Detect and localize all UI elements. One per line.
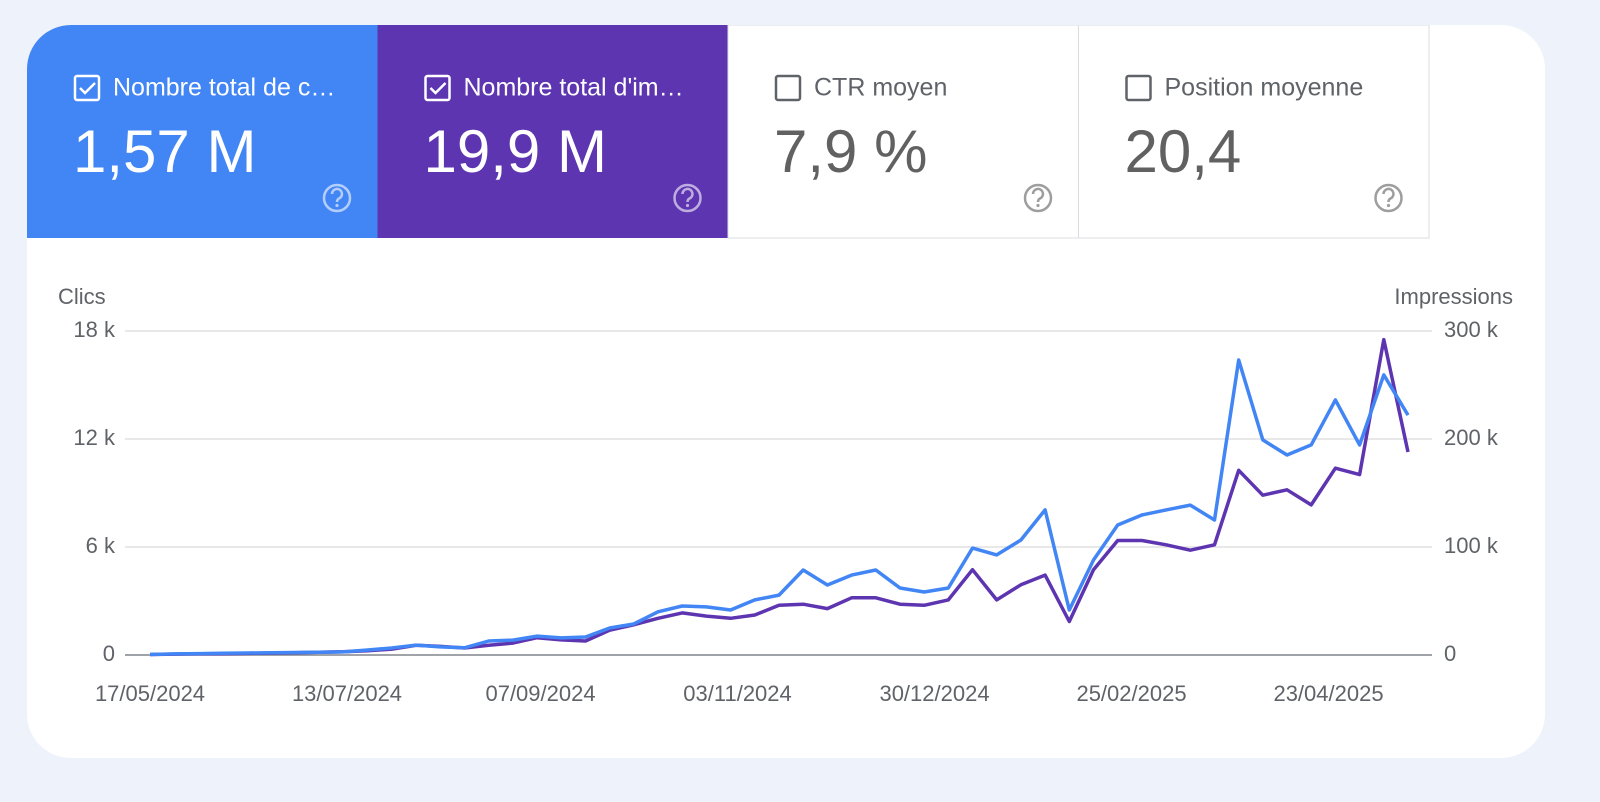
metric-card[interactable]: Nombre total de c… 1,57 M (27, 25, 378, 238)
help-glyph (1382, 187, 1395, 203)
y2-tick-label: 200 k (1444, 425, 1499, 450)
metric-card[interactable]: Nombre total d'im… 19,9 M (377, 25, 729, 238)
card-value: 20,4 (1125, 118, 1242, 185)
help-icon[interactable] (322, 183, 352, 213)
checkbox[interactable] (424, 74, 451, 102)
y2-tick-label: 300 k (1444, 317, 1499, 342)
help-dot (335, 203, 339, 208)
card-value: 19,9 M (424, 118, 607, 185)
card-background (1078, 25, 1430, 239)
x-tick-label: 07/09/2024 (485, 681, 595, 706)
help-glyph (681, 187, 694, 203)
help-icon[interactable] (673, 183, 702, 213)
card-value: 1,57 M (73, 118, 256, 185)
x-tick-label: 13/07/2024 (292, 681, 402, 706)
y-tick-label: 0 (103, 641, 115, 666)
help-glyph (330, 187, 344, 203)
checkbox[interactable] (73, 74, 101, 102)
help-icon[interactable] (1374, 183, 1403, 213)
help-dot (1386, 203, 1391, 208)
y2-tick-label: 0 (1444, 641, 1456, 666)
checkbox[interactable] (1125, 74, 1152, 102)
checkmark (79, 82, 96, 95)
x-tick-label: 17/05/2024 (95, 681, 205, 706)
y-tick-label: 12 k (73, 425, 116, 450)
y-tick-label: 18 k (73, 317, 116, 342)
help-dot (1036, 203, 1040, 208)
series-line (149, 358, 1410, 657)
cards: Nombre total de c… 1,57 M Nombre total d'i… (27, 25, 1430, 239)
help-dot (685, 203, 690, 208)
card-value: 7,9 % (774, 118, 927, 185)
y-tick-label: 6 k (86, 533, 116, 558)
checkbox[interactable] (774, 74, 802, 102)
card-label: CTR moyen (814, 74, 947, 102)
card-label: Position moyenne (1165, 74, 1364, 102)
y2-tick-label: 100 k (1444, 533, 1499, 558)
x-tick-label: 03/11/2024 (683, 681, 791, 706)
card-background (377, 25, 728, 238)
help-icon[interactable] (1023, 183, 1053, 213)
y-axis-title: Clics (58, 284, 106, 309)
x-tick-label: 23/04/2025 (1273, 681, 1383, 706)
card-label: Nombre total de c… (113, 74, 335, 102)
metric-card[interactable]: Position moyenne 20,4 (1078, 25, 1430, 239)
metric-card[interactable]: CTR moyen 7,9 % (727, 25, 1079, 239)
card-background (727, 25, 1079, 239)
x-tick-label: 30/12/2024 (879, 681, 989, 706)
card-background (27, 25, 378, 238)
card-label: Nombre total d'im… (464, 74, 684, 102)
help-glyph (1031, 187, 1045, 203)
y2-axis-title: Impressions (1394, 284, 1513, 309)
x-tick-label: 25/02/2025 (1076, 681, 1186, 706)
checkmark (429, 82, 447, 95)
